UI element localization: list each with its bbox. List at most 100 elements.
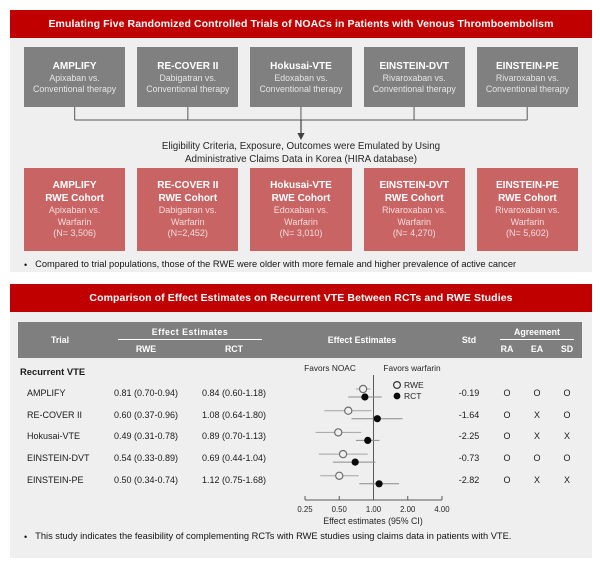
cohort-comparator: Warfarin	[397, 216, 432, 227]
cell-ra: O	[503, 409, 511, 420]
svg-text:RWE: RWE	[404, 380, 424, 390]
cell-ra: O	[503, 452, 511, 463]
cell-std: -0.19	[458, 387, 480, 398]
cell-std: -1.64	[458, 409, 480, 420]
svg-text:Favors warfarin: Favors warfarin	[383, 363, 441, 373]
emulation-description-line2: Administrative Claims Data in Korea (HIR…	[185, 153, 417, 165]
trial-comparator: Conventional therapy	[146, 83, 230, 94]
col-header-agreement: Agreement	[500, 327, 574, 340]
cohort-n: (N=2,452)	[167, 228, 208, 239]
svg-text:Effect estimates (95% CI): Effect estimates (95% CI)	[323, 516, 423, 526]
results-table-header: Trial Effect Estimates RWE RCT Effect Es…	[18, 322, 582, 358]
cohort-drug: Edoxaban vs.	[273, 205, 329, 216]
cell-ea: X	[533, 409, 540, 420]
results-table-body: Recurrent VTE AMPLIFY 0.81 (0.70-0.94) 0…	[18, 362, 582, 490]
trial-drug: Edoxaban vs.	[274, 72, 328, 83]
cohort-drug: Rivaroxaban vs.	[381, 205, 447, 216]
cell-trial: RE-COVER II	[27, 409, 83, 420]
cell-trial: Hokusai-VTE	[27, 431, 81, 442]
rwe-box-einstein-dvt: EINSTEIN-DVT RWE Cohort Rivaroxaban vs. …	[363, 168, 465, 251]
cohort-name: EINSTEIN-PE	[496, 180, 559, 192]
cohort-name: Hokusai-VTE	[270, 180, 332, 192]
emulation-description: Eligibility Criteria, Exposure, Outcomes…	[10, 141, 592, 166]
col-header-ea: EA	[530, 344, 544, 354]
cell-sd: O	[563, 387, 571, 398]
cell-ea: X	[533, 474, 540, 485]
emulation-description-line1: Eligibility Criteria, Exposure, Outcomes…	[161, 141, 441, 152]
cohort-drug: Rivaroxaban vs.	[495, 205, 560, 216]
col-header-ra: RA	[500, 344, 514, 354]
outcome-section-label: Recurrent VTE	[20, 366, 86, 377]
rwe-box-recover2: RE-COVER II RWE Cohort Dabigatran vs. Wa…	[137, 168, 239, 251]
bullet-icon: •	[24, 260, 28, 270]
trial-name: AMPLIFY	[52, 60, 97, 72]
trial-comparator: Conventional therapy	[259, 83, 343, 94]
rct-box-hokusai: Hokusai-VTE Edoxaban vs. Conventional th…	[250, 47, 352, 107]
trial-comparator: Conventional therapy	[33, 83, 117, 94]
svg-text:RCT: RCT	[404, 391, 421, 401]
svg-text:0.25: 0.25	[297, 505, 313, 514]
cell-ra: O	[503, 474, 511, 485]
cohort-n: (N= 3,010)	[279, 228, 323, 239]
emulation-panel: Emulating Five Randomized Controlled Tri…	[10, 10, 592, 272]
col-header-effect-estimates-plot: Effect Estimates	[327, 335, 397, 345]
panel1-title: Emulating Five Randomized Controlled Tri…	[10, 10, 592, 38]
rct-box-einstein-pe: EINSTEIN-PE Rivaroxaban vs. Conventional…	[476, 47, 579, 107]
cell-rct-estimate: 1.12 (0.75-1.68)	[201, 474, 267, 485]
forest-plot: Favors NOAC Favors warfarin 0.25 0.50 1.00 2.…	[297, 363, 450, 526]
panel2-key-finding: • This study indicates the feasibility o…	[24, 531, 582, 543]
cell-rct-estimate: 1.08 (0.64-1.80)	[201, 409, 267, 420]
cell-trial: EINSTEIN-PE	[27, 474, 84, 485]
cell-rwe-estimate: 0.60 (0.37-0.96)	[113, 409, 179, 420]
trial-drug: Rivaroxaban vs.	[382, 72, 446, 83]
svg-text:Favors NOAC: Favors NOAC	[304, 363, 356, 373]
svg-text:4.00: 4.00	[434, 505, 450, 514]
trial-comparator: Conventional therapy	[372, 83, 456, 94]
trial-drug: Rivaroxaban vs.	[495, 72, 559, 83]
cohort-name: AMPLIFY	[52, 180, 97, 192]
cell-rwe-estimate: 0.50 (0.34-0.74)	[113, 474, 179, 485]
col-header-rwe: RWE	[135, 344, 157, 354]
svg-text:1.00: 1.00	[366, 505, 382, 514]
cell-ea: O	[533, 387, 541, 398]
trial-name: EINSTEIN-PE	[496, 60, 559, 72]
table-row: Hokusai-VTE 0.49 (0.31-0.78) 0.89 (0.70-…	[18, 425, 582, 447]
rwe-box-hokusai: Hokusai-VTE RWE Cohort Edoxaban vs. Warf…	[250, 168, 352, 251]
svg-text:2.00: 2.00	[400, 505, 416, 514]
cell-sd: X	[563, 431, 570, 442]
cell-trial: AMPLIFY	[27, 387, 66, 398]
col-header-std: Std	[461, 335, 477, 345]
cohort-name: EINSTEIN-DVT	[379, 180, 449, 192]
cell-sd: O	[563, 409, 571, 420]
col-header-trial: Trial	[50, 335, 70, 345]
col-header-sd: SD	[560, 344, 574, 354]
trial-drug: Dabigatran vs.	[159, 72, 217, 83]
cohort-comparator: Warfarin	[57, 216, 92, 227]
table-row: EINSTEIN-DVT 0.54 (0.33-0.89) 0.69 (0.44…	[18, 447, 582, 469]
col-header-rct: RCT	[224, 344, 244, 354]
cell-rwe-estimate: 0.54 (0.33-0.89)	[113, 452, 179, 463]
cohort-label: RWE Cohort	[271, 193, 331, 205]
bullet-icon: •	[24, 532, 28, 542]
cohort-n: (N= 4,270)	[392, 228, 436, 239]
cohort-drug: Apixaban vs.	[48, 205, 101, 216]
trial-drug: Apixaban vs.	[49, 72, 100, 83]
cohort-label: RWE Cohort	[158, 193, 218, 205]
cohort-drug: Dabigatran vs.	[158, 205, 217, 216]
cohort-comparator: Warfarin	[284, 216, 318, 227]
rct-box-einstein-dvt: EINSTEIN-DVT Rivaroxaban vs. Conventiona…	[363, 47, 465, 107]
table-row: EINSTEIN-PE 0.50 (0.34-0.74) 1.12 (0.75-…	[18, 469, 582, 491]
cell-sd: X	[563, 474, 570, 485]
cell-rct-estimate: 0.84 (0.60-1.18)	[201, 387, 267, 398]
rwe-box-amplify: AMPLIFY RWE Cohort Apixaban vs. Warfarin…	[24, 168, 126, 251]
cell-sd: O	[563, 452, 571, 463]
rwe-box-einstein-pe: EINSTEIN-PE RWE Cohort Rivaroxaban vs. W…	[476, 168, 579, 251]
cell-ra: O	[503, 387, 511, 398]
cell-std: -0.73	[458, 452, 480, 463]
rwe-cohort-box-row: AMPLIFY RWE Cohort Apixaban vs. Warfarin…	[24, 168, 579, 251]
cohort-comparator: Warfarin	[510, 216, 545, 227]
cell-rwe-estimate: 0.81 (0.70-0.94)	[113, 387, 179, 398]
cohort-name: RE-COVER II	[157, 180, 219, 192]
svg-text:0.50: 0.50	[332, 505, 348, 514]
trial-name: Hokusai-VTE	[270, 60, 332, 72]
